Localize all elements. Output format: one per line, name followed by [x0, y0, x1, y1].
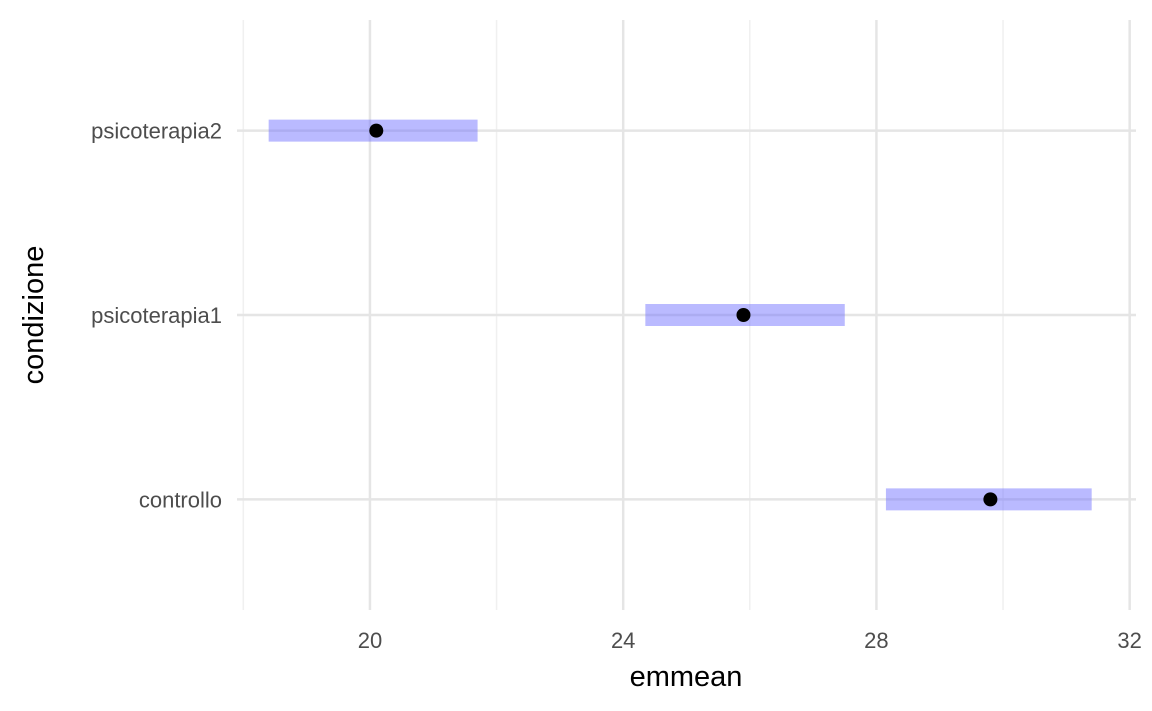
x-tick-label: 28	[864, 628, 888, 653]
y-axis-title: condizione	[18, 246, 50, 385]
y-tick-label: psicoterapia2	[91, 119, 222, 144]
emmean-points	[369, 123, 998, 507]
x-tick-label: 24	[611, 628, 635, 653]
y-axis-tick-labels: controllo psicoterapia1 psicoterapia2	[91, 119, 222, 513]
y-tick-label: controllo	[139, 487, 222, 512]
emmean-point	[983, 492, 998, 507]
x-tick-label: 20	[358, 628, 382, 653]
x-axis-tick-labels: 20 24 28 32	[358, 628, 1142, 653]
x-axis-title: emmean	[630, 661, 743, 693]
emmean-point	[736, 308, 751, 322]
x-tick-label: 32	[1117, 628, 1141, 653]
emmean-point	[369, 123, 384, 138]
y-tick-label: psicoterapia1	[91, 303, 222, 328]
